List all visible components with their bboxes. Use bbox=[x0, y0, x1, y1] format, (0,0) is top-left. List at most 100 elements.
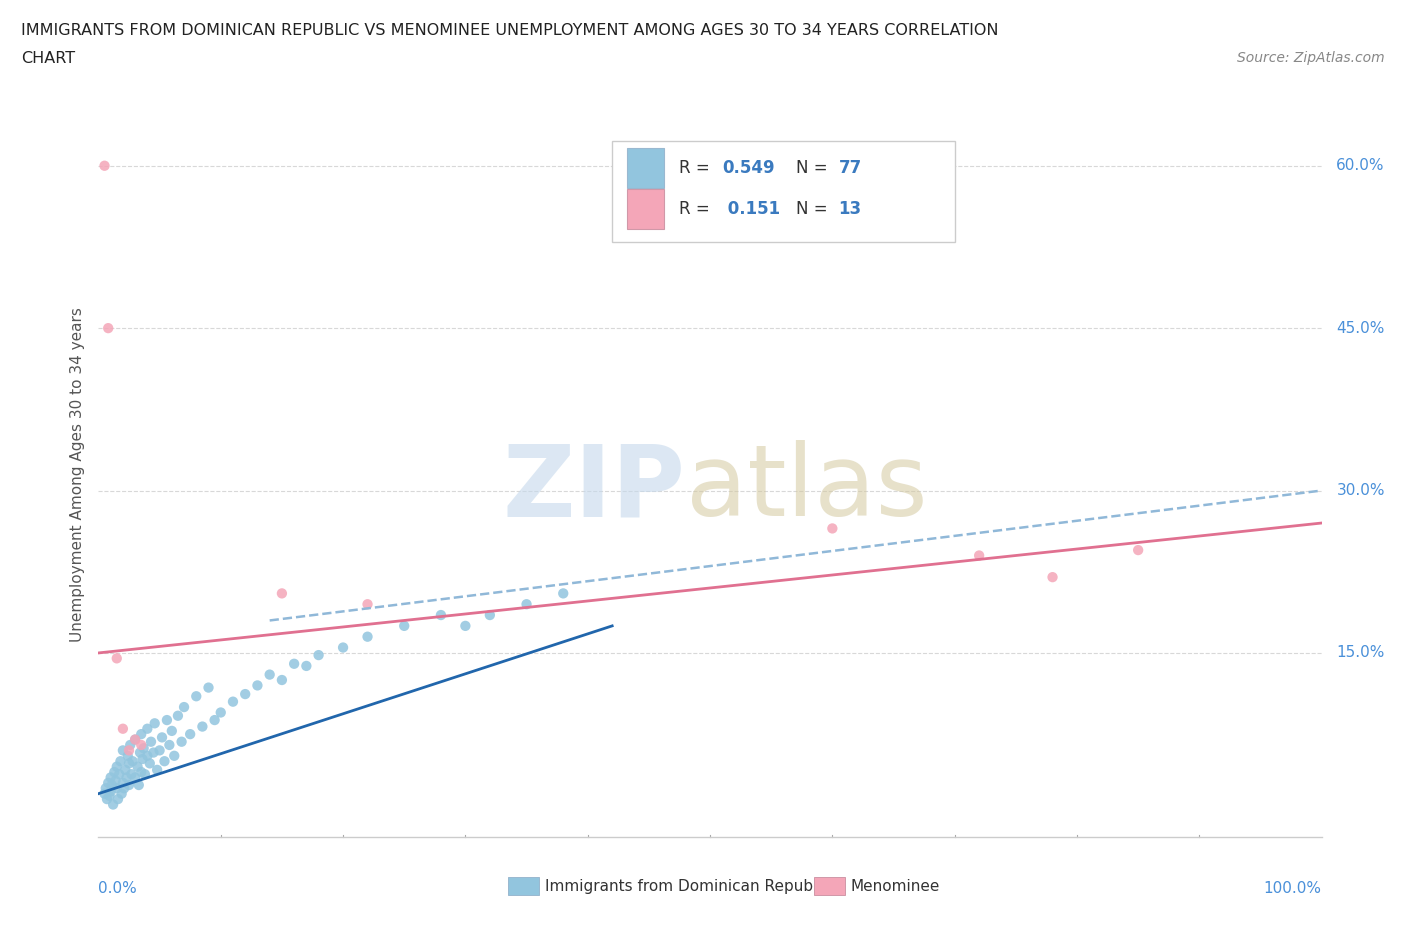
Point bbox=[105, 759, 128, 774]
Point bbox=[392, 618, 416, 633]
Point bbox=[111, 722, 134, 737]
Text: Source: ZipAtlas.com: Source: ZipAtlas.com bbox=[1237, 51, 1385, 65]
Text: N =: N = bbox=[796, 200, 832, 219]
Point bbox=[118, 743, 141, 758]
Point bbox=[136, 722, 159, 737]
Point bbox=[103, 764, 125, 779]
Point bbox=[97, 776, 120, 790]
Point bbox=[128, 777, 150, 792]
Y-axis label: Unemployment Among Ages 30 to 34 years: Unemployment Among Ages 30 to 34 years bbox=[69, 307, 84, 642]
Text: Menominee: Menominee bbox=[851, 879, 941, 894]
Bar bbox=[627, 189, 664, 229]
Point bbox=[430, 607, 453, 622]
Point bbox=[93, 158, 115, 173]
Point bbox=[160, 724, 183, 738]
Point bbox=[295, 658, 318, 673]
Text: 0.0%: 0.0% bbox=[98, 881, 138, 896]
Text: 45.0%: 45.0% bbox=[1336, 321, 1385, 336]
Point bbox=[1128, 542, 1150, 557]
Text: Immigrants from Dominican Republic: Immigrants from Dominican Republic bbox=[546, 879, 830, 894]
Point bbox=[131, 751, 153, 766]
Text: atlas: atlas bbox=[686, 440, 927, 538]
Point bbox=[112, 781, 135, 796]
Text: 60.0%: 60.0% bbox=[1336, 158, 1385, 173]
Point bbox=[356, 597, 378, 612]
Point bbox=[1042, 570, 1064, 585]
Point bbox=[132, 741, 155, 756]
Point bbox=[197, 680, 219, 695]
Point bbox=[111, 743, 134, 758]
Point bbox=[454, 618, 477, 633]
Point bbox=[96, 791, 118, 806]
Text: R =: R = bbox=[679, 159, 716, 177]
Bar bbox=[627, 148, 664, 188]
Text: N =: N = bbox=[796, 159, 832, 177]
Point bbox=[94, 781, 117, 796]
Point bbox=[515, 597, 537, 612]
Point bbox=[104, 773, 127, 788]
Point bbox=[967, 548, 990, 563]
Text: 0.151: 0.151 bbox=[723, 200, 780, 219]
Text: 15.0%: 15.0% bbox=[1336, 645, 1385, 660]
Point bbox=[111, 776, 134, 790]
Point bbox=[222, 694, 245, 709]
Point bbox=[233, 686, 256, 701]
Point bbox=[153, 754, 176, 769]
Point bbox=[191, 719, 214, 734]
Point bbox=[105, 651, 128, 666]
Point bbox=[179, 726, 201, 741]
Point bbox=[167, 709, 190, 724]
Point bbox=[114, 763, 136, 777]
Point bbox=[163, 749, 186, 764]
Point bbox=[149, 743, 172, 758]
Point bbox=[246, 678, 269, 693]
Point bbox=[139, 735, 162, 750]
Point bbox=[270, 586, 294, 601]
Point bbox=[118, 756, 141, 771]
Text: 30.0%: 30.0% bbox=[1336, 483, 1385, 498]
Point bbox=[283, 657, 305, 671]
Point bbox=[93, 786, 115, 801]
Point bbox=[97, 321, 120, 336]
Point bbox=[259, 667, 281, 682]
Point bbox=[124, 770, 146, 785]
Point bbox=[107, 791, 129, 806]
Point bbox=[553, 586, 575, 601]
Text: CHART: CHART bbox=[21, 51, 75, 66]
Point bbox=[124, 732, 146, 747]
Point bbox=[117, 749, 139, 764]
Point bbox=[120, 737, 142, 752]
Point bbox=[270, 672, 294, 687]
Point bbox=[100, 784, 122, 799]
Point bbox=[100, 770, 122, 785]
Point bbox=[143, 716, 166, 731]
Text: 100.0%: 100.0% bbox=[1264, 881, 1322, 896]
Bar bbox=[508, 877, 538, 895]
Point bbox=[170, 735, 193, 750]
Point bbox=[356, 630, 378, 644]
Point bbox=[478, 607, 501, 622]
Text: 13: 13 bbox=[838, 200, 862, 219]
Point bbox=[186, 689, 208, 704]
Point bbox=[111, 786, 134, 801]
Point bbox=[120, 766, 142, 781]
Text: R =: R = bbox=[679, 200, 716, 219]
Point bbox=[101, 797, 124, 812]
Text: ZIP: ZIP bbox=[503, 440, 686, 538]
Point bbox=[115, 770, 138, 785]
Point bbox=[105, 781, 128, 796]
Point bbox=[108, 766, 131, 781]
Point bbox=[136, 749, 159, 764]
Point bbox=[821, 521, 844, 536]
Point bbox=[129, 764, 152, 779]
Point bbox=[98, 789, 121, 804]
FancyBboxPatch shape bbox=[612, 140, 955, 242]
Point bbox=[118, 777, 141, 792]
Text: 77: 77 bbox=[838, 159, 862, 177]
Point bbox=[124, 732, 146, 747]
Point bbox=[156, 712, 179, 727]
Point bbox=[127, 759, 149, 774]
Text: IMMIGRANTS FROM DOMINICAN REPUBLIC VS MENOMINEE UNEMPLOYMENT AMONG AGES 30 TO 34: IMMIGRANTS FROM DOMINICAN REPUBLIC VS ME… bbox=[21, 23, 998, 38]
Point bbox=[204, 712, 226, 727]
Point bbox=[101, 777, 124, 792]
